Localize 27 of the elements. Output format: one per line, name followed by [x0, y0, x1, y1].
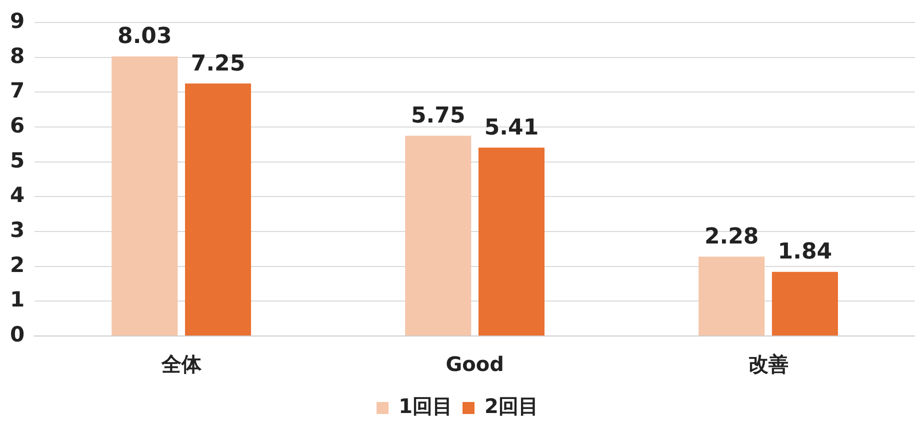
legend-label: 1回目: [398, 394, 453, 418]
data-label: 2.28: [704, 224, 759, 250]
y-tick-label: 7: [10, 78, 25, 103]
data-label: 5.75: [410, 103, 466, 128]
y-tick-label: 8: [10, 44, 25, 68]
data-label: 7.25: [190, 51, 246, 76]
data-label: 1.84: [778, 240, 832, 265]
x-tick-label: 全体: [160, 352, 202, 376]
y-tick-label: 6: [10, 114, 25, 138]
bar: [112, 56, 178, 336]
data-label: 8.03: [118, 24, 172, 50]
y-tick-label: 4: [10, 183, 25, 208]
y-tick-label: 3: [10, 218, 25, 242]
bar: [772, 272, 838, 336]
x-tick-label: 改善: [748, 352, 788, 376]
y-tick-label: 2: [10, 252, 25, 277]
y-tick-label: 0: [10, 322, 25, 346]
legend-label: 2回目: [484, 394, 538, 418]
bar: [478, 148, 545, 336]
y-tick-label: 1: [10, 288, 25, 312]
bar: [185, 84, 252, 336]
x-tick-label: Good: [446, 352, 504, 376]
y-tick-label: 9: [10, 9, 25, 34]
bar: [698, 256, 765, 336]
y-tick-label: 5: [10, 148, 25, 172]
data-label: 5.41: [484, 115, 539, 140]
bar: [405, 136, 472, 336]
